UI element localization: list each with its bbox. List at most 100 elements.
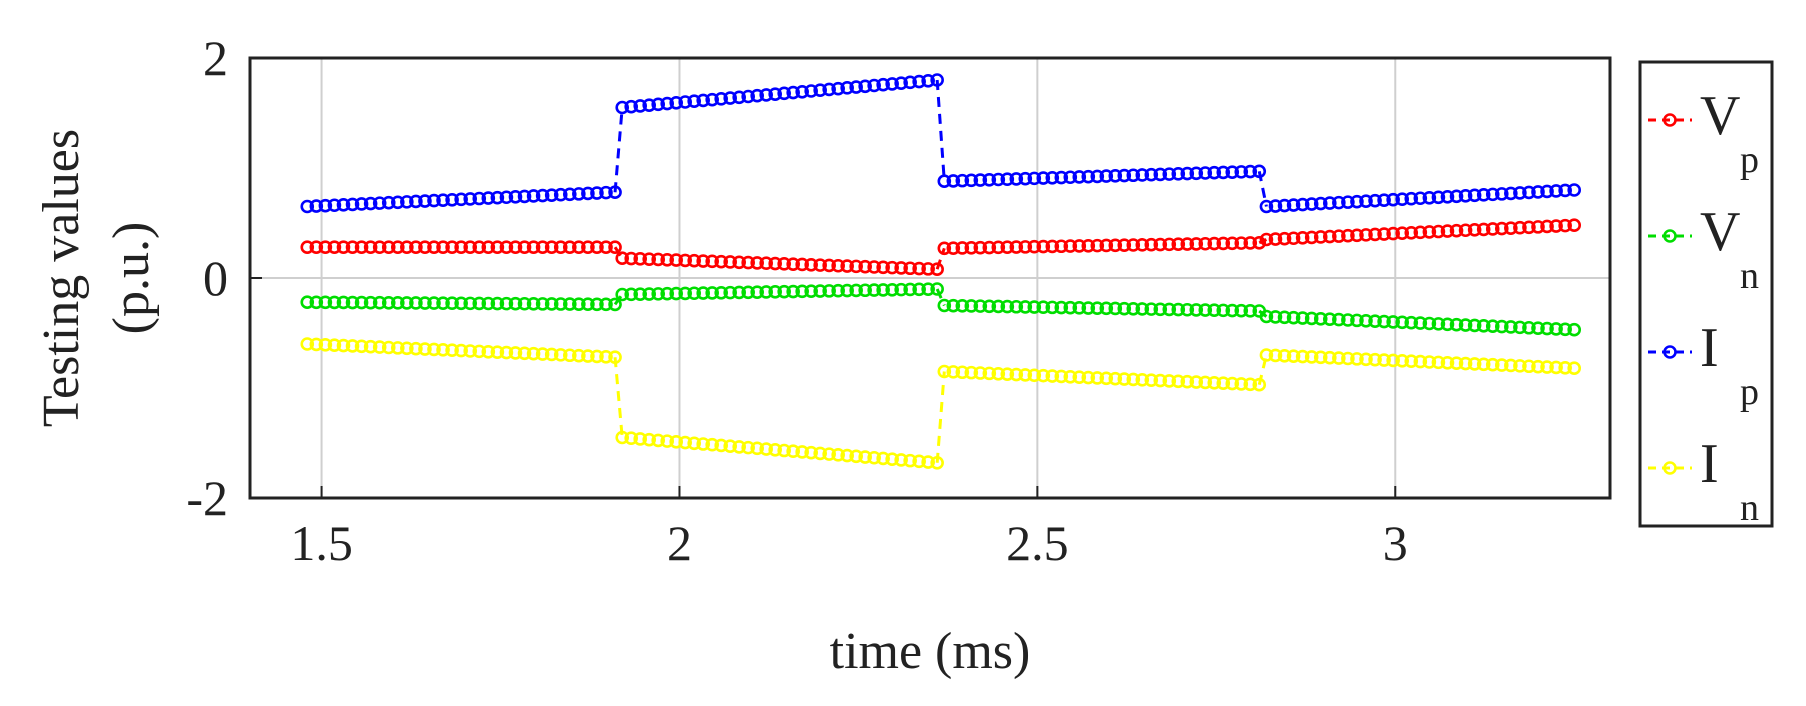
data-point — [1332, 195, 1346, 210]
data-point — [786, 257, 800, 271]
data-point — [858, 450, 872, 464]
data-point — [750, 285, 764, 299]
data-point — [768, 285, 782, 299]
data-point — [615, 100, 630, 115]
data-point — [1045, 239, 1060, 254]
data-point — [1268, 232, 1283, 246]
data-point — [894, 282, 908, 297]
data-point — [687, 436, 701, 451]
data-point — [1341, 351, 1355, 366]
data-point — [1386, 353, 1400, 368]
data-point — [867, 260, 881, 274]
data-point — [1090, 238, 1105, 253]
data-point — [1268, 348, 1283, 363]
data-point — [1277, 231, 1292, 246]
data-point — [894, 76, 908, 90]
data-point — [1135, 238, 1150, 252]
data-point — [354, 339, 369, 354]
data-point — [1259, 199, 1274, 214]
data-point — [553, 187, 568, 202]
data-point — [1368, 193, 1382, 208]
data-point — [409, 296, 423, 310]
data-point — [633, 252, 648, 266]
data-point — [822, 284, 836, 298]
data-point — [544, 188, 559, 202]
data-point — [599, 240, 613, 254]
data-point — [463, 192, 478, 206]
data-point — [1386, 226, 1400, 241]
data-point — [1144, 373, 1159, 387]
data-point — [955, 173, 970, 188]
y-axis-title-line-1: Testing values — [33, 129, 90, 427]
data-point — [544, 347, 559, 362]
data-point — [490, 296, 505, 311]
data-point — [445, 192, 459, 207]
data-point — [946, 298, 961, 313]
data-point — [642, 432, 657, 447]
data-point — [849, 80, 863, 94]
data-point — [624, 431, 639, 446]
data-point — [964, 173, 979, 188]
data-point — [1449, 223, 1464, 238]
data-point — [1072, 301, 1087, 315]
data-point — [1467, 357, 1482, 371]
data-point — [768, 442, 782, 457]
legend-label-subscript: p — [1740, 139, 1759, 181]
legend-item: Ip — [1648, 317, 1759, 413]
data-point — [1476, 188, 1491, 202]
data-point — [1567, 361, 1582, 376]
data-point — [1540, 321, 1554, 336]
data-point — [1458, 189, 1473, 203]
data-point — [696, 437, 710, 451]
grid-lines — [250, 57, 1610, 499]
data-point — [1467, 188, 1482, 203]
data-point — [750, 256, 764, 270]
data-point — [651, 252, 666, 267]
data-point — [1000, 367, 1015, 381]
data-point — [1404, 354, 1419, 369]
data-point — [1189, 166, 1204, 181]
data-point — [642, 287, 657, 301]
data-point — [544, 297, 559, 311]
data-point — [840, 448, 854, 463]
data-point — [1549, 322, 1563, 336]
data-point — [955, 365, 970, 380]
data-point — [1395, 354, 1410, 368]
data-point — [1449, 356, 1464, 370]
data-point — [526, 297, 541, 311]
data-point — [795, 445, 809, 459]
data-point — [768, 256, 782, 271]
data-point — [1063, 239, 1078, 253]
data-point — [481, 344, 496, 359]
data-point — [1090, 169, 1105, 184]
data-point — [804, 84, 818, 98]
data-point — [1027, 368, 1042, 383]
data-point — [1567, 322, 1582, 337]
data-point — [1090, 301, 1105, 315]
data-point — [1413, 191, 1428, 206]
data-point — [831, 448, 845, 462]
data-point — [1304, 311, 1319, 326]
data-point — [345, 339, 360, 353]
data-point — [1422, 190, 1437, 205]
data-point — [1171, 237, 1186, 252]
data-point — [1359, 313, 1373, 328]
data-point — [318, 295, 333, 310]
data-point — [973, 240, 988, 255]
data-point — [946, 174, 961, 188]
data-point — [526, 240, 541, 254]
data-point — [1513, 220, 1527, 235]
data-point — [1225, 236, 1240, 251]
series-vp — [300, 218, 1582, 277]
data-point — [1531, 359, 1545, 374]
data-point — [822, 447, 836, 461]
data-point — [581, 349, 595, 363]
data-point — [381, 195, 396, 210]
data-point — [1558, 361, 1572, 375]
data-point — [472, 296, 487, 311]
data-point — [1180, 302, 1195, 317]
legend-label-subscript: p — [1740, 371, 1759, 413]
data-point — [390, 341, 405, 355]
data-point — [1522, 220, 1536, 235]
